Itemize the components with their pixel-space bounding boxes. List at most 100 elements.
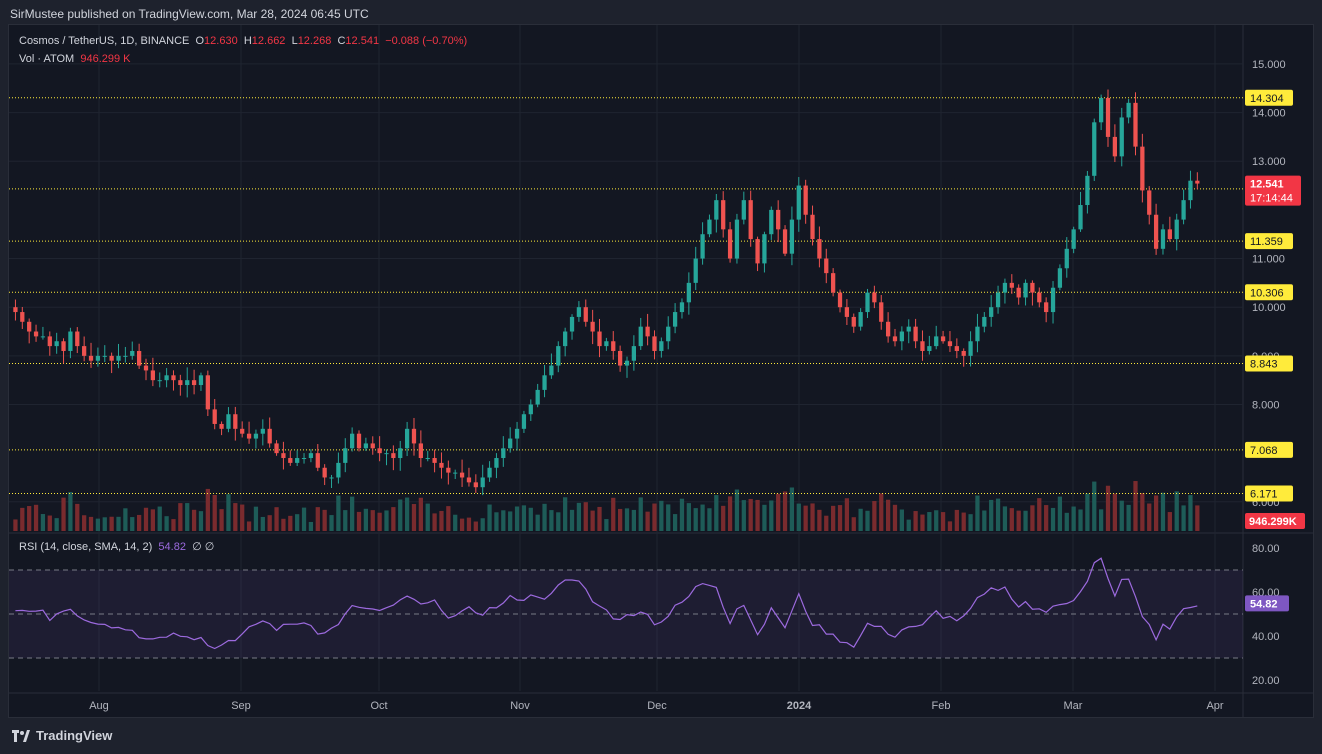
candle-body	[906, 326, 911, 332]
volume-bar	[267, 515, 272, 531]
candle-body	[432, 458, 437, 463]
candle-body	[404, 428, 410, 449]
candle-body	[1064, 248, 1069, 269]
close-label: C	[337, 35, 346, 47]
time-tick-label: 2024	[787, 700, 812, 712]
volume-bar	[219, 509, 224, 531]
volume-bar	[645, 511, 650, 531]
volume-bar	[831, 505, 836, 531]
price-axis[interactable]: 15.00014.00013.00011.00010.0009.0008.000…	[1245, 59, 1305, 687]
candlestick-chart[interactable]: 15.00014.00013.00011.00010.0009.0008.000…	[9, 25, 1313, 717]
candle-body	[934, 336, 939, 347]
candle-body	[439, 462, 444, 468]
rsi-value-label: 54.82	[1250, 598, 1278, 610]
volume-bar	[501, 510, 506, 531]
footer-brand[interactable]: TradingView	[12, 728, 112, 743]
candle-body	[136, 350, 142, 366]
price-tick-label: 15.000	[1252, 59, 1286, 71]
candle-body	[899, 331, 904, 342]
volume-bar	[205, 488, 210, 531]
time-tick-label: Aug	[89, 700, 109, 712]
price-candles	[13, 89, 1200, 496]
volume-bar	[20, 507, 25, 531]
candle-body	[679, 302, 685, 313]
candle-body	[727, 229, 733, 259]
current-price-badge	[1245, 175, 1301, 206]
time-tick-label: Nov	[510, 700, 530, 712]
candle-body	[872, 292, 877, 303]
candle-body	[1037, 292, 1042, 303]
volume-bar	[198, 511, 204, 531]
volume-bar	[920, 514, 925, 531]
volume-bar	[356, 511, 362, 531]
price-tick-label: 8.000	[1252, 400, 1280, 412]
candle-body	[1133, 102, 1138, 147]
volume-bar	[796, 503, 801, 531]
volume-bar	[576, 502, 582, 531]
volume-bar	[734, 489, 740, 531]
high-value: 12.662	[251, 35, 286, 47]
level-label: 11.359	[1250, 236, 1283, 248]
level-label: 6.171	[1250, 488, 1278, 500]
candle-body	[301, 458, 307, 460]
candle-body	[95, 355, 101, 361]
level-badge	[1245, 89, 1293, 106]
level-label: 8.843	[1250, 358, 1278, 370]
volume-bar	[143, 507, 149, 531]
candle-body	[604, 341, 609, 347]
candle-body	[1016, 287, 1021, 298]
candle-body	[47, 336, 52, 347]
time-tick-label: Apr	[1206, 700, 1223, 712]
candle-body	[398, 448, 403, 459]
candle-body	[563, 331, 568, 347]
candle-body	[638, 326, 643, 347]
candle-body	[1023, 282, 1028, 298]
candle-body	[1002, 282, 1008, 293]
volume-bar	[425, 503, 430, 531]
candle-body	[329, 477, 334, 479]
candle-body	[295, 458, 300, 463]
volume-bar	[865, 510, 870, 531]
candle-body	[1167, 229, 1172, 240]
level-badge	[1245, 233, 1293, 250]
candle-body	[535, 389, 540, 405]
volume-bar	[989, 499, 994, 531]
low-label: L	[291, 35, 298, 47]
volume-axis-label: 946.299K	[1249, 516, 1297, 528]
volume-bar	[810, 503, 815, 531]
volume-bar	[82, 515, 87, 531]
volume-bar	[350, 496, 355, 531]
volume-bar	[748, 498, 753, 531]
volume-bar	[631, 509, 637, 531]
chart-pane[interactable]: 15.00014.00013.00011.00010.0009.0008.000…	[8, 24, 1314, 718]
candle-body	[40, 336, 46, 338]
rsi-line	[15, 557, 1198, 650]
candle-body	[130, 350, 135, 356]
volume-bar	[1181, 505, 1186, 531]
volume-bar	[858, 508, 863, 531]
candle-body	[1147, 190, 1152, 215]
candle-body	[817, 239, 822, 259]
volume-bar	[27, 506, 32, 531]
candle-body	[88, 355, 94, 361]
candle-body	[611, 341, 616, 351]
rsi-legend[interactable]: RSI (14, close, SMA, 14, 2) 54.82 ∅ ∅	[19, 540, 214, 553]
candle-body	[961, 350, 966, 356]
candle-body	[831, 273, 836, 293]
candle-body	[336, 462, 341, 478]
candle-body	[377, 448, 382, 454]
volume-bar	[336, 495, 341, 531]
volume-bar	[741, 500, 746, 531]
candle-body	[989, 307, 994, 317]
symbol-legend[interactable]: Cosmos / TetherUS, 1D, BINANCE O12.630 H…	[19, 35, 467, 47]
volume-bar	[1153, 495, 1159, 531]
candle-body	[370, 443, 375, 449]
candle-body	[315, 453, 320, 468]
volume-bar	[872, 501, 877, 531]
time-axis[interactable]: Aug Sep Oct Nov Dec 2024 Feb Mar Apr	[89, 700, 1224, 712]
candle-body	[205, 375, 210, 410]
volume-legend[interactable]: Vol · ATOM 946.299 K	[19, 53, 131, 65]
volume-bar	[1016, 510, 1021, 531]
countdown-label: 17:14:44	[1250, 193, 1293, 205]
volume-bar	[88, 516, 94, 531]
